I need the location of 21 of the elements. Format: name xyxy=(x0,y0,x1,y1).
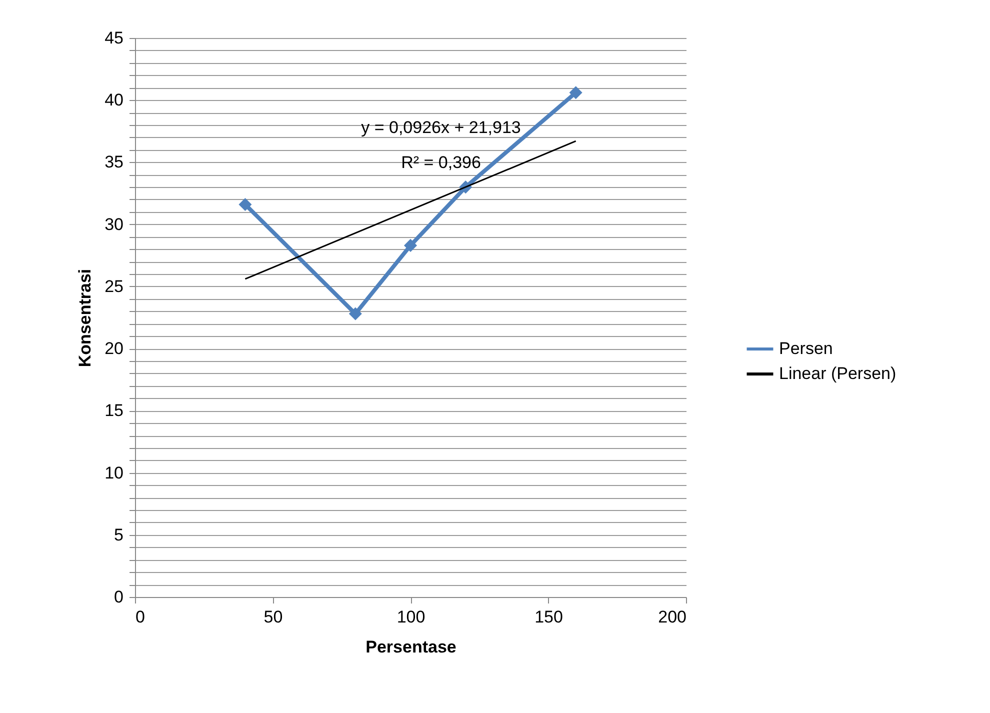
y-tick-label: 5 xyxy=(114,525,124,544)
x-tick-label: 50 xyxy=(264,608,283,626)
x-tick-label: 100 xyxy=(396,608,426,626)
x-tick-label: 0 xyxy=(136,608,145,626)
y-tick-label: 45 xyxy=(104,28,124,48)
y-tick-label: 25 xyxy=(104,276,124,296)
x-tick-label: 150 xyxy=(534,608,563,626)
y-tick-label: 40 xyxy=(104,90,124,110)
y-tick-label: 10 xyxy=(104,463,124,482)
y-tick-label: 30 xyxy=(104,214,124,234)
y-tick-label: 15 xyxy=(104,401,124,420)
y-tick-label: 35 xyxy=(104,152,124,172)
y-tick-label: 0 xyxy=(114,588,124,606)
annotation: y = 0,0926x + 21,913 xyxy=(361,118,521,137)
y-tick-label: 20 xyxy=(104,339,124,358)
y-axis-title: Konsentrasi xyxy=(76,268,95,368)
x-tick-label: 200 xyxy=(658,608,686,626)
legend-label: Linear (Persen) xyxy=(779,364,896,383)
legend-label: Persen xyxy=(779,339,833,358)
x-axis-title: Persentase xyxy=(366,638,456,656)
annotation: R² = 0,396 xyxy=(401,153,481,172)
